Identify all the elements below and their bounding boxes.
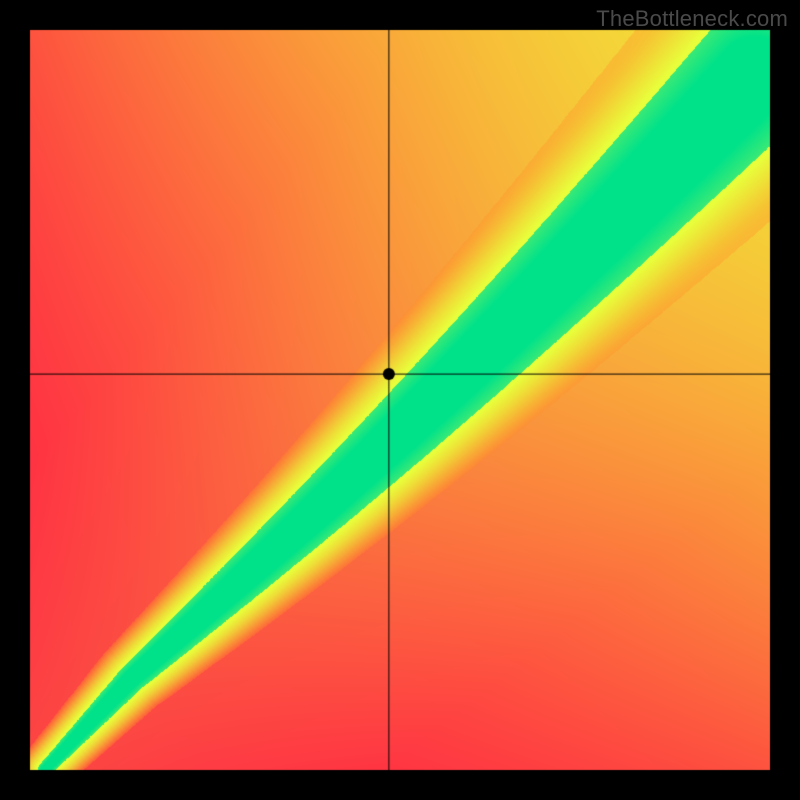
watermark-text: TheBottleneck.com xyxy=(596,6,788,32)
bottleneck-heatmap xyxy=(0,0,800,800)
